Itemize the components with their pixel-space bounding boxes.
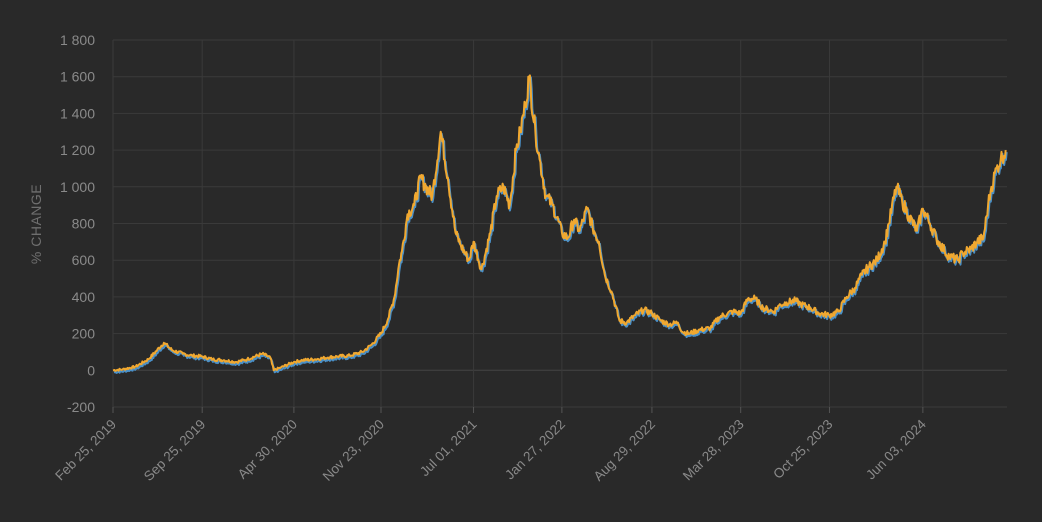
y-tick-label: 1 600 [60,69,95,85]
y-axis-ticks: -200 0 200 400 600 800 1 000 1 200 1 400 1 600 1 8… [60,32,95,415]
y-tick-label: 600 [72,252,96,268]
y-tick-label: 1 400 [60,105,95,121]
x-tick-label: Mar 28, 2023 [680,417,747,484]
y-axis-label: % CHANGE [28,184,44,264]
x-tick-label: Sep 25, 2019 [141,417,208,484]
y-tick-label: 200 [72,326,96,342]
y-tick-label: 0 [87,362,95,378]
y-tick-label: 1 800 [60,32,95,48]
x-tick-label: Jan 27, 2022 [502,417,568,483]
y-tick-label: 1 200 [60,142,95,158]
x-tick-label: Jul 01, 2021 [417,417,480,480]
y-tick-label: -200 [67,399,95,415]
x-tick-label: Aug 29, 2022 [591,417,658,484]
x-tick-label: Apr 30, 2020 [235,417,300,482]
x-tick-label: Oct 25, 2023 [770,417,835,482]
y-tick-label: 400 [72,289,96,305]
x-axis-ticks: Feb 25, 2019 Sep 25, 2019 Apr 30, 2020 Nov … [52,407,929,484]
x-tick-label: Nov 23, 2020 [320,417,387,484]
series-line [112,74,1007,372]
y-tick-label: 800 [72,216,96,232]
x-tick-label: Feb 25, 2019 [52,417,119,484]
series-layer [112,74,1008,374]
y-tick-label: 1 000 [60,179,95,195]
x-tick-label: Jun 03, 2024 [863,416,929,482]
